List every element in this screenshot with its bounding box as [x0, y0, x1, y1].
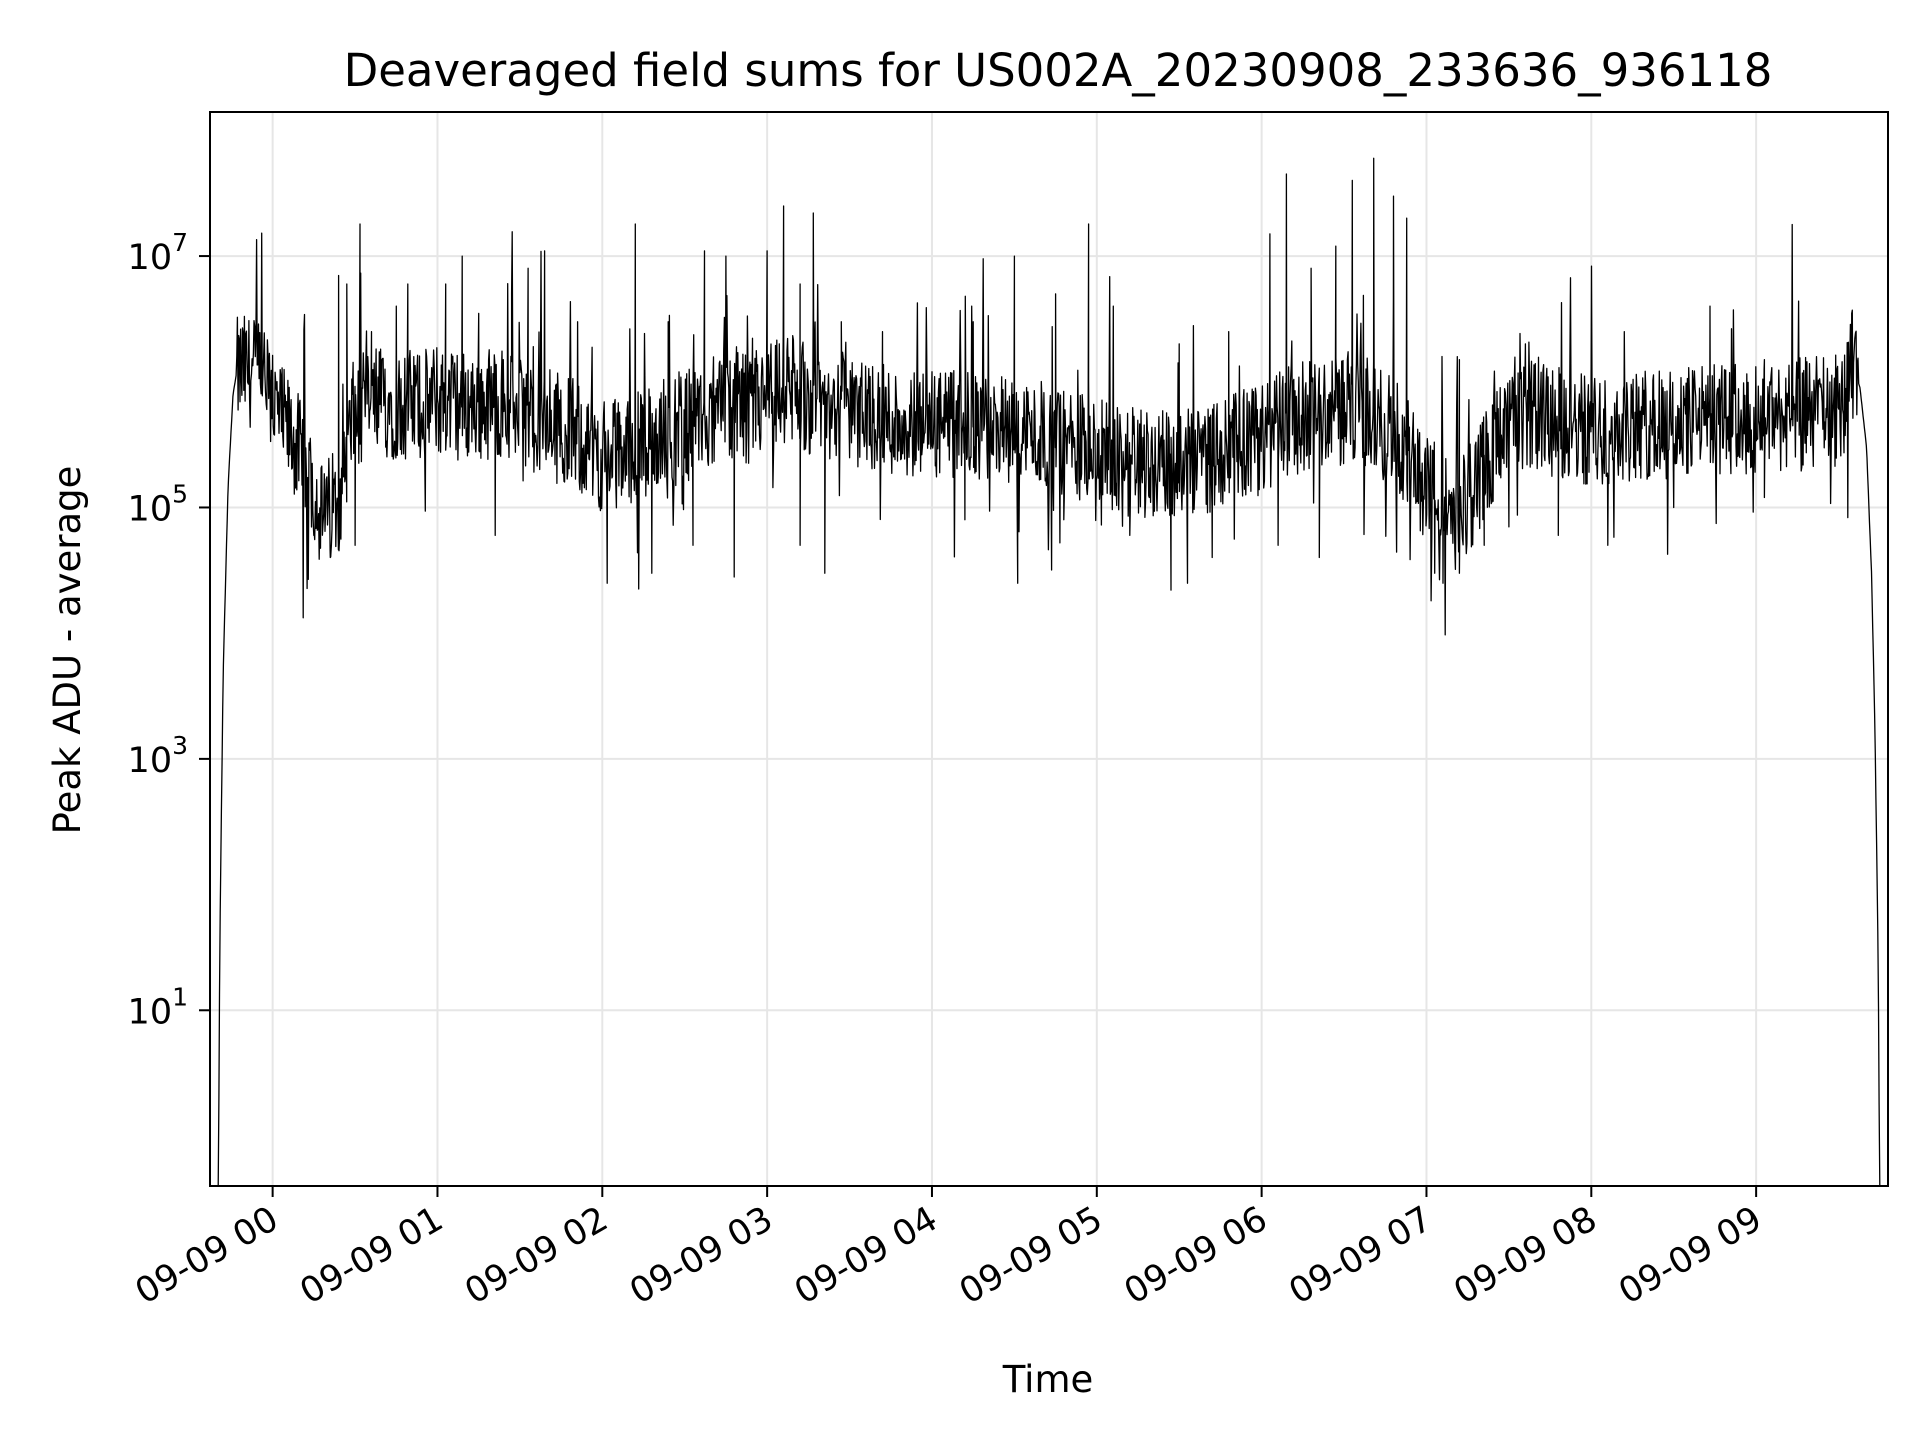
y-tick-base: 10	[128, 992, 173, 1032]
y-tick-exponent: 5	[172, 479, 188, 508]
x-axis-ticks: 09-09 00 09-09 01 09-09 02 09-09 03 09-09 04…	[129, 1186, 1769, 1312]
y-tick-base: 10	[128, 238, 173, 278]
y-tick-base: 10	[128, 741, 173, 781]
x-tick-label: 09-09 02	[459, 1199, 615, 1312]
x-tick-label: 09-09 05	[953, 1199, 1109, 1312]
series-line-layer	[217, 157, 1881, 1187]
y-tick-label: 101	[128, 982, 188, 1032]
x-tick-label: 09-09 01	[294, 1199, 450, 1312]
x-tick-label: 09-09 04	[788, 1199, 944, 1312]
y-tick-exponent: 3	[172, 731, 188, 760]
x-tick-label: 09-09 09	[1612, 1199, 1768, 1312]
y-tick-exponent: 1	[172, 982, 188, 1011]
y-tick-label: 107	[128, 228, 188, 278]
x-tick-label: 09-09 00	[129, 1199, 285, 1312]
x-tick-label: 09-09 06	[1118, 1199, 1274, 1312]
y-tick-base: 10	[128, 489, 173, 529]
x-tick-label: 09-09 03	[623, 1199, 779, 1312]
chart-title: Deaveraged field sums for US002A_2023090…	[344, 44, 1773, 97]
plot-area-frame	[209, 111, 1889, 1187]
x-tick-label: 09-09 08	[1448, 1199, 1604, 1312]
y-axis-label: Peak ADU - average	[46, 466, 89, 835]
y-tick-exponent: 7	[172, 228, 188, 257]
y-tick-label: 105	[128, 479, 188, 529]
x-tick-label: 09-09 07	[1283, 1199, 1439, 1312]
series-line	[217, 157, 1881, 1187]
y-tick-label: 103	[128, 731, 188, 781]
x-axis-label: Time	[1002, 1358, 1094, 1401]
